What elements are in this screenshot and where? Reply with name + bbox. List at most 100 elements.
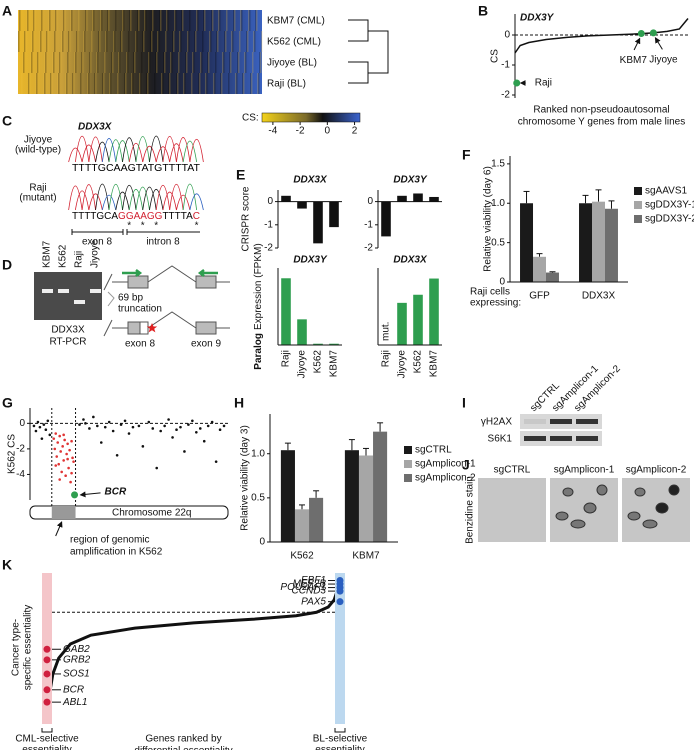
y-label: Cancer type-: [11, 619, 22, 676]
trace-peak: [142, 145, 157, 163]
heatmap-stripe: [137, 10, 139, 31]
y-tick-label: 0.5: [491, 237, 505, 248]
heatmap-stripe: [210, 31, 212, 52]
heatmap-stripe: [205, 73, 207, 94]
heatmap-stripe: [77, 31, 79, 52]
point: [40, 437, 44, 440]
heatmap-stripe: [135, 31, 137, 52]
heatmap-stripe: [58, 73, 60, 94]
heatmap-stripe: [253, 31, 255, 52]
panel-label: F: [462, 147, 471, 163]
heatmap-stripe: [38, 52, 40, 73]
heatmap-stripe: [232, 31, 234, 52]
trace-peak: [155, 146, 171, 163]
colorbar-tick-label: 2: [352, 126, 358, 137]
heatmap-stripe: [158, 31, 160, 52]
y-tick-label: 0.5: [251, 493, 265, 504]
bracket: [107, 291, 115, 307]
point: [202, 439, 206, 443]
x-label: Genes ranked by: [145, 734, 221, 745]
trace-peak: [128, 142, 144, 163]
point: [88, 427, 91, 430]
heatmap-stripe: [76, 31, 78, 52]
bar: [313, 343, 323, 345]
x-label: Ranked non-pseudoautosomal: [533, 105, 669, 116]
heatmap-stripe: [258, 73, 260, 94]
point: [119, 423, 123, 426]
point: [65, 452, 68, 456]
x-tick-label: KBM7: [352, 551, 380, 562]
gene-point: [43, 698, 51, 706]
cell: [668, 484, 680, 496]
heatmap-stripe: [98, 31, 100, 52]
heatmap-stripe: [88, 73, 90, 94]
heatmap-stripe: [240, 10, 242, 31]
trace-peak: [122, 137, 137, 163]
colorbar-label: CS:: [242, 113, 259, 124]
selectivity-bar: [335, 573, 345, 724]
heatmap-stripe: [50, 73, 52, 94]
bar: [592, 201, 605, 282]
legend-label: sgAmplicon-2: [415, 473, 476, 484]
point: [67, 466, 70, 470]
heatmap-stripe: [21, 73, 23, 94]
heatmap-stripe: [89, 52, 91, 73]
region-label: exon 8: [82, 237, 112, 248]
x-label: Chromosome 22q: [112, 508, 191, 519]
cell: [562, 487, 574, 497]
y-tick-label: 0: [367, 196, 373, 207]
point: [71, 456, 74, 460]
point: [195, 430, 198, 434]
mutation-mark: *: [127, 221, 131, 232]
legend-swatch: [404, 446, 412, 454]
mutation-mark: *: [141, 221, 145, 232]
sample-note: (mutant): [19, 193, 56, 204]
trace-peak: [189, 139, 204, 163]
heatmap-stripe: [143, 31, 145, 52]
trace-peak: [122, 185, 137, 211]
truncation-label: 69 bp: [118, 293, 143, 304]
heatmap-stripe: [59, 52, 61, 73]
heatmap-stripe: [195, 31, 197, 52]
image-label: sgAmplicon-1: [554, 465, 615, 476]
heatmap-stripe: [157, 31, 159, 52]
heatmap-stripe: [183, 73, 185, 94]
blot-label: S6K1: [488, 434, 513, 445]
heatmap-stripe: [127, 52, 129, 73]
heatmap-stripe: [236, 73, 238, 94]
legend-swatch: [634, 201, 642, 209]
heatmap-stripe: [114, 31, 116, 52]
point: [96, 424, 99, 428]
heatmap-stripe: [161, 73, 163, 94]
heatmap-stripe: [107, 10, 109, 31]
bar: [429, 278, 439, 345]
heatmap-stripe: [91, 31, 93, 52]
heatmap-stripe: [247, 31, 249, 52]
heatmap-stripe: [152, 10, 154, 31]
heatmap-stripe: [217, 31, 219, 52]
heatmap-stripe: [53, 52, 55, 73]
heatmap-stripe: [54, 31, 56, 52]
heatmap-stripe: [219, 10, 221, 31]
trace-peak: [182, 140, 198, 163]
point: [210, 420, 214, 424]
bar: [281, 195, 291, 202]
pointer: [55, 521, 63, 537]
heatmap-stripe: [60, 52, 62, 73]
heatmap-stripe: [61, 31, 63, 52]
heatmap-stripe: [119, 52, 121, 73]
point: [155, 466, 159, 470]
heatmap-stripe: [69, 31, 71, 52]
heatmap-stripe: [250, 73, 252, 94]
heatmap-stripe: [121, 31, 123, 52]
point: [59, 450, 62, 453]
heatmap-stripe: [123, 10, 125, 31]
point: [55, 455, 59, 458]
heatmap-stripe: [75, 52, 77, 73]
point: [84, 422, 87, 425]
heatmap-stripe: [167, 10, 169, 31]
chart-title: DDX3X: [293, 175, 328, 186]
trace-peak: [95, 141, 110, 163]
sequence-part: TTTTGCA: [72, 211, 118, 222]
